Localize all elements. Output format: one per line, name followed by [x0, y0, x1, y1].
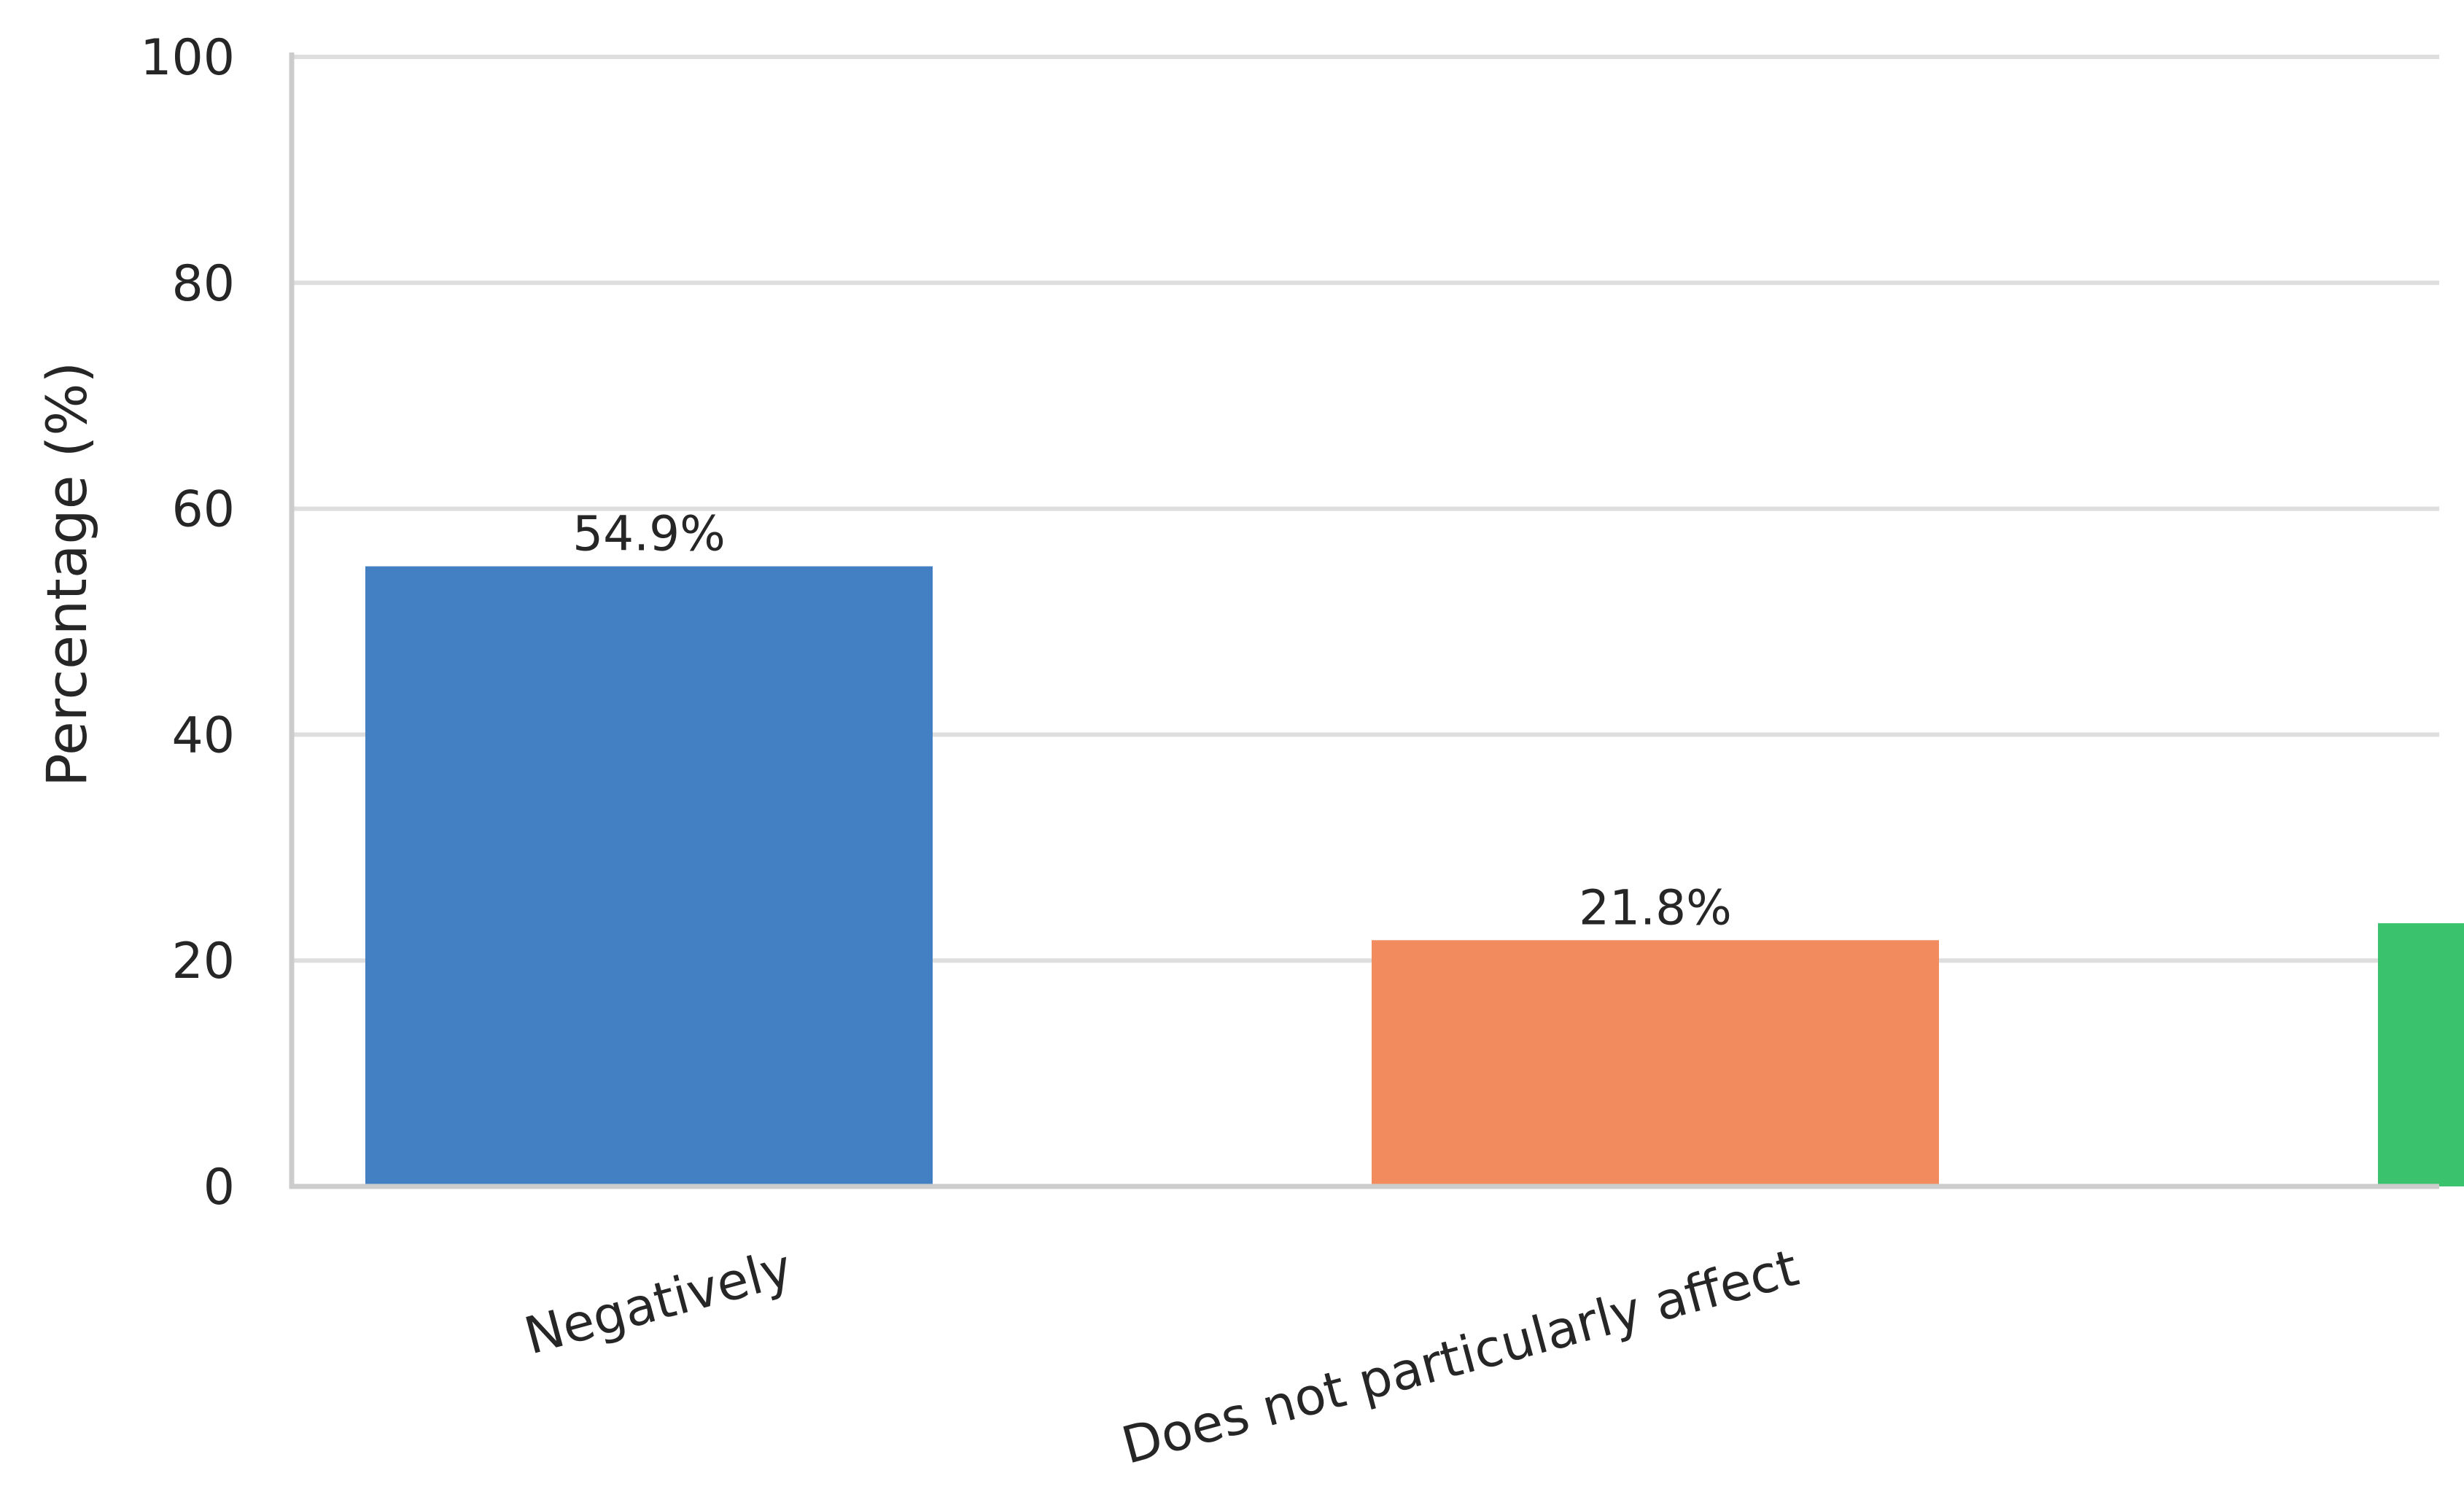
y-axis-title: Percentage (%)	[34, 362, 99, 787]
axes	[289, 53, 2439, 1189]
y-tick-label: 20	[171, 933, 235, 990]
bar	[1372, 940, 1939, 1186]
data-label: 21.8%	[1579, 879, 1732, 936]
y-tick-labels: 0 20 40 60 80 100	[140, 29, 235, 1216]
bars	[365, 566, 2464, 1186]
y-tick-label: 80	[171, 255, 235, 313]
bar	[2378, 923, 2464, 1186]
y-tick-label: 0	[203, 1159, 235, 1216]
data-label: 54.9%	[572, 506, 726, 562]
data-labels: 54.9%21.8%23.3%	[572, 506, 1732, 936]
x-tick-label: Does not particularly affect	[1116, 1237, 1804, 1476]
y-tick-label: 60	[171, 481, 235, 539]
y-tick-label: 40	[171, 707, 235, 764]
y-tick-label: 100	[140, 29, 235, 87]
x-tick-label: Negatively	[518, 1237, 798, 1366]
bar	[365, 566, 933, 1186]
